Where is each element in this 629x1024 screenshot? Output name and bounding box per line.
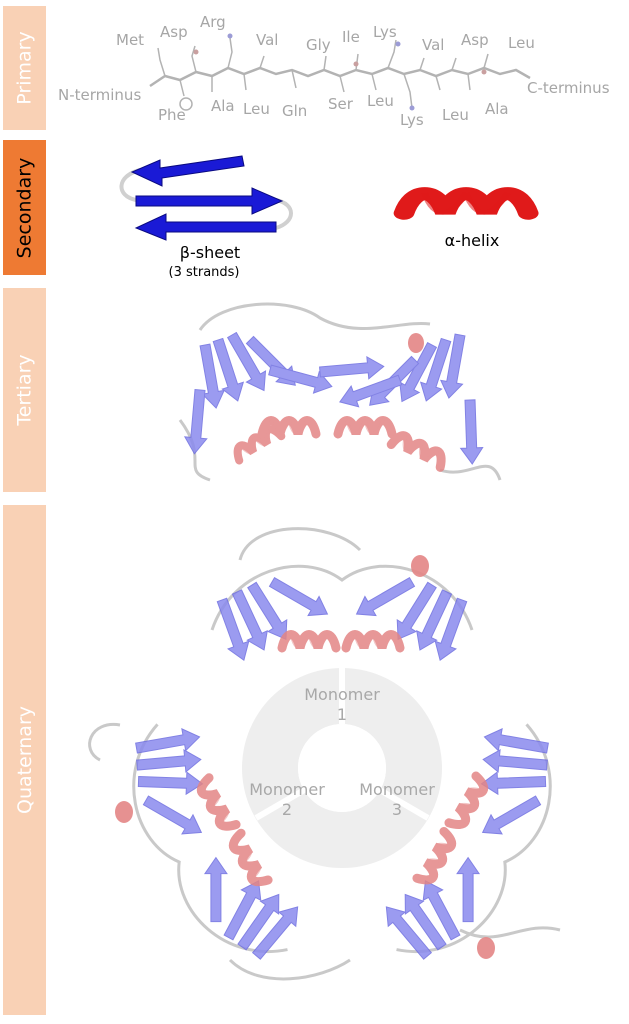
residue-label: Asp — [160, 23, 188, 41]
residue-label: Phe — [158, 106, 186, 124]
residue-label: Lys — [373, 23, 397, 41]
tertiary-band: Tertiary — [3, 288, 46, 492]
tertiary-monomer-cartoon — [178, 302, 502, 482]
residue-label: Asp — [461, 31, 489, 49]
residue-label: Leu — [243, 100, 270, 118]
residue-label: Gln — [282, 102, 307, 120]
alpha-helix-cartoon — [404, 193, 528, 213]
monomer-3-label: Monomer 3 — [359, 780, 435, 819]
residue-label: Lys — [400, 111, 424, 129]
monomer-2-label: Monomer 2 — [249, 780, 325, 819]
n-terminus-label: N-terminus — [58, 86, 141, 104]
residue-label: Val — [256, 31, 278, 49]
residue-labels-top: Met Asp Arg Val Gly Ile Lys Val Asp Leu — [116, 13, 535, 54]
residue-label: Val — [422, 36, 444, 54]
beta-sheet-cartoon — [119, 155, 293, 241]
monomer-1-label: Monomer 1 — [304, 685, 380, 724]
alpha-helix-label: α-helix — [445, 231, 500, 250]
residue-label: Ala — [485, 100, 509, 118]
residue-label: Leu — [508, 34, 535, 52]
residue-label: Met — [116, 31, 144, 49]
monomer-label-word: Monomer — [359, 780, 435, 799]
secondary-band: Secondary — [3, 140, 46, 275]
residue-label: Leu — [367, 92, 394, 110]
monomer-label-word: Monomer — [304, 685, 380, 704]
quaternary-band: Quaternary — [3, 505, 46, 1015]
residue-label: Arg — [200, 13, 226, 31]
residue-label: Ser — [328, 95, 354, 113]
beta-sheet-sublabel: (3 strands) — [169, 265, 240, 280]
c-terminus-label: C-terminus — [527, 79, 610, 97]
primary-chain — [149, 33, 531, 111]
residue-label: Ala — [211, 97, 235, 115]
residue-labels-bottom: Phe Ala Leu Gln Ser Leu Lys Leu Ala — [158, 92, 509, 129]
beta-sheet-label: β-sheet — [180, 243, 240, 262]
monomer-label-number: 2 — [282, 800, 292, 819]
quaternary-assembly-cartoon — [88, 527, 582, 982]
monomer-label-number: 3 — [392, 800, 402, 819]
residue-label: Ile — [342, 28, 360, 46]
monomer-label-word: Monomer — [249, 780, 325, 799]
primary-band: Primary — [3, 6, 46, 130]
monomer-label-number: 1 — [337, 705, 347, 724]
residue-label: Leu — [442, 106, 469, 124]
residue-label: Gly — [306, 36, 331, 54]
